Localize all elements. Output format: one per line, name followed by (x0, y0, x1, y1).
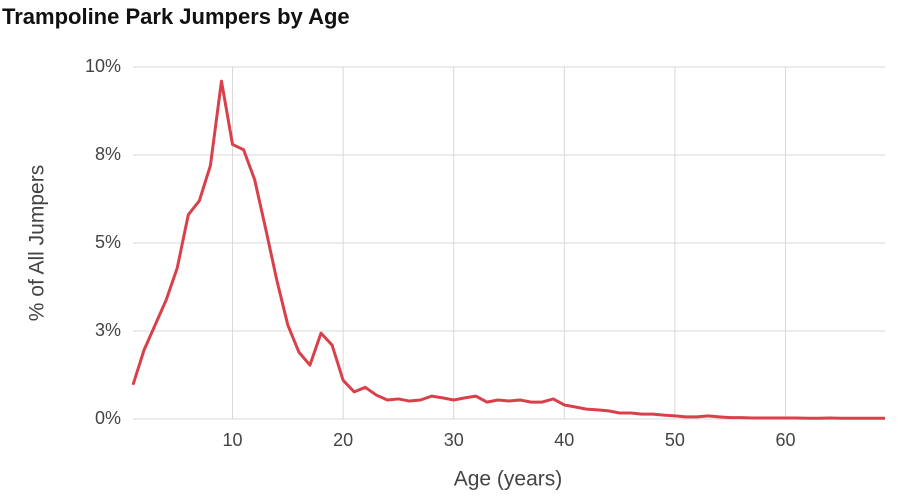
y-tick-label: 5% (95, 232, 121, 252)
x-tick-label: 20 (333, 430, 353, 450)
x-tick-label: 40 (554, 430, 574, 450)
x-tick-label: 50 (665, 430, 685, 450)
chart-title: Trampoline Park Jumpers by Age (2, 4, 350, 29)
y-tick-label: 0% (95, 408, 121, 428)
y-tick-label: 10% (85, 56, 121, 76)
x-axis-label: Age (years) (454, 468, 563, 491)
y-axis-label: % of All Jumpers (26, 165, 49, 321)
x-tick-label: 10 (223, 430, 243, 450)
x-tick-label: 60 (775, 430, 795, 450)
x-tick-label: 30 (444, 430, 464, 450)
y-tick-label: 8% (95, 144, 121, 164)
data-line (131, 79, 885, 420)
y-tick-label: 3% (95, 320, 121, 340)
